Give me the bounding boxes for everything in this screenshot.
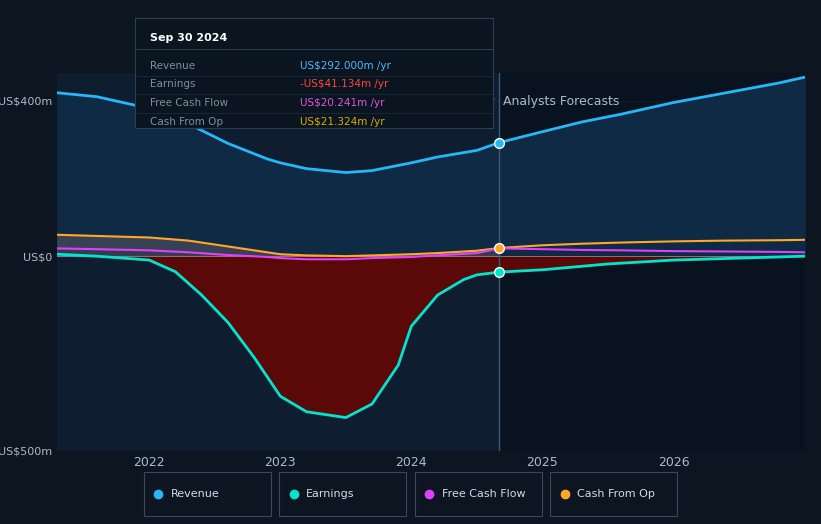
Text: Sep 30 2024: Sep 30 2024 <box>149 32 227 42</box>
Text: Past: Past <box>465 95 495 108</box>
FancyBboxPatch shape <box>279 473 406 517</box>
FancyBboxPatch shape <box>550 473 677 517</box>
Text: Cash From Op: Cash From Op <box>149 117 222 127</box>
FancyBboxPatch shape <box>144 473 271 517</box>
Bar <box>57 73 499 451</box>
Text: Free Cash Flow: Free Cash Flow <box>149 98 228 108</box>
Text: Earnings: Earnings <box>306 489 355 499</box>
Text: Analysts Forecasts: Analysts Forecasts <box>503 95 620 108</box>
Text: US$20.241m /yr: US$20.241m /yr <box>300 98 384 108</box>
Text: Revenue: Revenue <box>149 61 195 71</box>
Text: US$292.000m /yr: US$292.000m /yr <box>300 61 391 71</box>
Bar <box>499 73 805 451</box>
Text: Cash From Op: Cash From Op <box>577 489 655 499</box>
Text: US$21.324m /yr: US$21.324m /yr <box>300 117 384 127</box>
Text: Free Cash Flow: Free Cash Flow <box>442 489 525 499</box>
FancyBboxPatch shape <box>415 473 542 517</box>
Text: Revenue: Revenue <box>171 489 219 499</box>
Text: Earnings: Earnings <box>149 79 195 90</box>
Text: -US$41.134m /yr: -US$41.134m /yr <box>300 79 388 90</box>
